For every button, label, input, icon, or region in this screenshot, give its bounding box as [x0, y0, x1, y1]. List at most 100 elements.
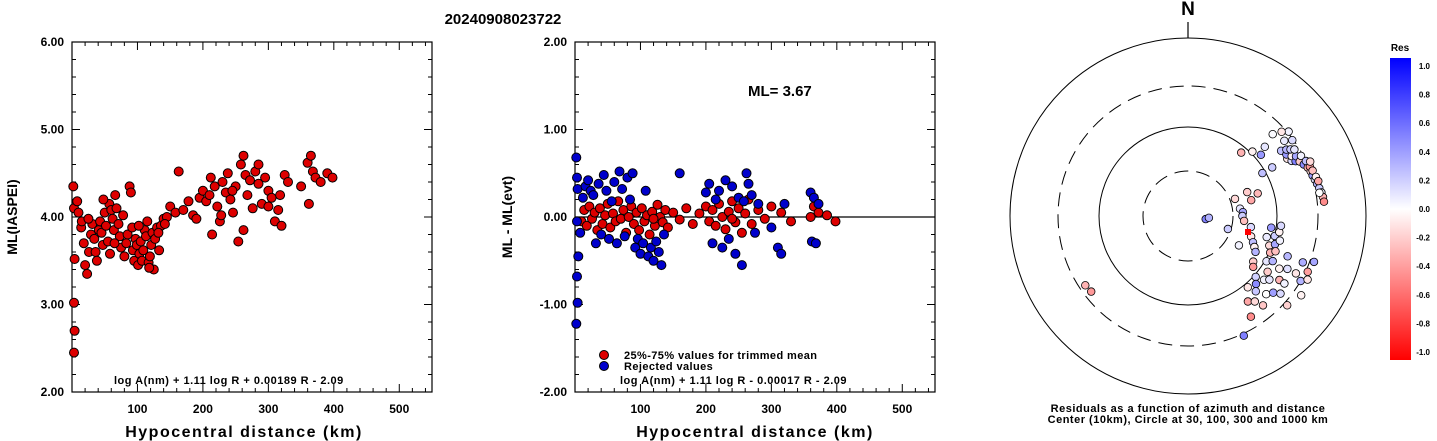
y-tick-label: 2.00: [544, 35, 568, 49]
station-point: [1246, 312, 1256, 321]
data-point: [122, 229, 133, 240]
station-point: [1236, 148, 1246, 157]
data-point: [73, 207, 84, 218]
station-point: [1303, 275, 1312, 284]
station-point: [1253, 189, 1262, 198]
data-point: [740, 208, 751, 219]
x-tick-label: 200: [696, 402, 716, 416]
station-point: [1204, 213, 1214, 222]
data-point: [178, 205, 189, 215]
data-point: [105, 248, 115, 259]
colorbar-tick-label: -0.6: [1416, 291, 1430, 300]
data-point: [648, 255, 659, 266]
data-point: [159, 219, 170, 229]
data-point: [125, 187, 136, 198]
colorbar-gradient: [1390, 58, 1411, 360]
x-tick-label: 400: [324, 402, 344, 416]
data-point: [571, 318, 582, 329]
station-point: [1239, 331, 1248, 340]
data-point: [736, 260, 747, 271]
station-point: [1223, 224, 1233, 234]
data-point: [644, 229, 655, 240]
data-point: [204, 190, 215, 201]
colorbar-tick-label: 0.8: [1419, 91, 1431, 100]
data-point: [652, 199, 663, 210]
y-tick-label: 4.00: [41, 210, 65, 224]
colorbar-tick-label: -0.4: [1416, 262, 1430, 271]
data-point: [573, 251, 584, 262]
station-point: [1280, 136, 1289, 145]
data-point: [283, 177, 293, 187]
data-point: [69, 297, 79, 308]
data-point: [78, 238, 89, 249]
data-point: [700, 187, 711, 198]
data-point: [583, 175, 594, 186]
data-point: [694, 208, 705, 219]
colorbar-title: Res: [1391, 43, 1410, 54]
station-point: [1290, 145, 1299, 154]
data-point: [594, 203, 605, 214]
data-point: [253, 178, 264, 189]
colorbar-tick-label: 0.2: [1419, 176, 1431, 185]
data-point: [72, 196, 83, 207]
station-point: [1291, 269, 1301, 278]
data-point: [216, 210, 227, 221]
y-tick-label: -1.00: [540, 298, 568, 312]
data-point: [245, 175, 255, 186]
ring-300km: [1057, 85, 1319, 347]
station-point: [1319, 197, 1329, 206]
data-point: [69, 254, 80, 264]
data-point: [191, 213, 202, 224]
epicenter-marker: [1245, 229, 1251, 235]
data-point: [91, 255, 102, 266]
station-residual-points: [1081, 127, 1329, 340]
colorbar-tick-label: 0.4: [1419, 148, 1431, 157]
station-point: [1276, 221, 1286, 230]
station-point: [1280, 279, 1289, 288]
station-point: [1283, 264, 1292, 274]
x-tick-label: 500: [389, 402, 409, 416]
data-point: [212, 201, 223, 212]
data-point: [746, 219, 757, 229]
data-point: [266, 192, 277, 203]
data-point: [766, 201, 777, 212]
colorbar-tick-label: -1.0: [1416, 348, 1430, 357]
data-point: [303, 198, 314, 209]
station-point: [1256, 150, 1266, 159]
data-point: [813, 198, 824, 209]
data-point: [109, 238, 120, 249]
station-point: [1303, 267, 1312, 276]
panel-ml-vs-distance: 100 200 300 400 500 2.00 3.00 4.00 5.00 6.00 ML(I…: [4, 35, 433, 441]
data-point: [207, 229, 218, 240]
colorbar-tick-label: -0.8: [1416, 319, 1430, 328]
x-tick-label: 100: [127, 402, 147, 416]
station-point: [1268, 129, 1277, 139]
data-point: [651, 236, 662, 247]
y-tick-label: 0.00: [544, 210, 568, 224]
data-point: [572, 216, 582, 227]
data-point: [704, 178, 715, 189]
data-point: [144, 251, 155, 262]
data-point: [571, 152, 582, 163]
data-point: [275, 190, 286, 201]
data-point: [830, 216, 841, 227]
legend: 25%-75% values for trimmed mean Rejected…: [599, 350, 817, 373]
station-point: [1251, 247, 1260, 257]
data-point: [235, 159, 246, 170]
data-point: [598, 170, 609, 180]
data-point: [238, 225, 249, 236]
data-point: [296, 181, 307, 192]
data-point: [89, 233, 100, 244]
colorbar-tick-label: 0.0: [1419, 205, 1431, 214]
station-point: [1284, 127, 1293, 136]
station-point: [1309, 257, 1319, 267]
data-point: [588, 190, 599, 201]
axis-ticks: 100 200 300 400 500 2.00 3.00 4.00 5.00 6.00: [41, 35, 432, 416]
ring-100km: [1098, 126, 1278, 306]
data-point: [572, 271, 582, 282]
data-point: [154, 245, 165, 256]
data-point: [173, 166, 184, 177]
station-point: [1242, 187, 1252, 197]
data-point: [656, 260, 667, 271]
